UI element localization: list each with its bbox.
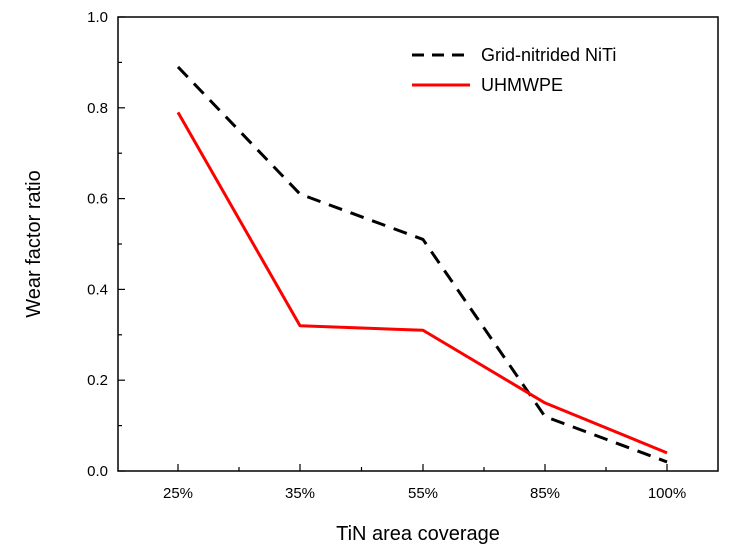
x-tick-label: 35% (285, 485, 315, 502)
y-tick-label: 0.8 (87, 100, 108, 117)
x-tick-label: 85% (530, 485, 560, 502)
series-line-uhmwpe (176, 111, 668, 455)
y-axis: 0.0 0.2 0.4 0.6 0.8 1.0 (87, 9, 125, 480)
y-tick-label: 0.0 (87, 463, 108, 480)
y-tick-label: 0.6 (87, 191, 108, 208)
x-tick-label: 55% (408, 485, 438, 502)
x-axis: 25% 35% 55% 85% 100% (163, 464, 686, 502)
legend-label-grid-nitrided-niti: Grid-nitrided NiTi (481, 45, 616, 65)
y-tick-label: 0.2 (87, 372, 108, 389)
y-axis-title: Wear factor ratio (23, 170, 45, 317)
legend-label-uhmwpe: UHMWPE (481, 75, 563, 95)
y-tick-label: 1.0 (87, 9, 108, 26)
x-tick-label: 25% (163, 485, 193, 502)
legend: Grid-nitrided NiTi UHMWPE (412, 45, 616, 95)
y-tick-label: 0.4 (87, 281, 108, 298)
series-line-grid-nitrided-niti (176, 65, 668, 464)
x-tick-label: 100% (648, 485, 686, 502)
series-layer (176, 65, 668, 464)
x-axis-title: TiN area coverage (336, 523, 500, 545)
